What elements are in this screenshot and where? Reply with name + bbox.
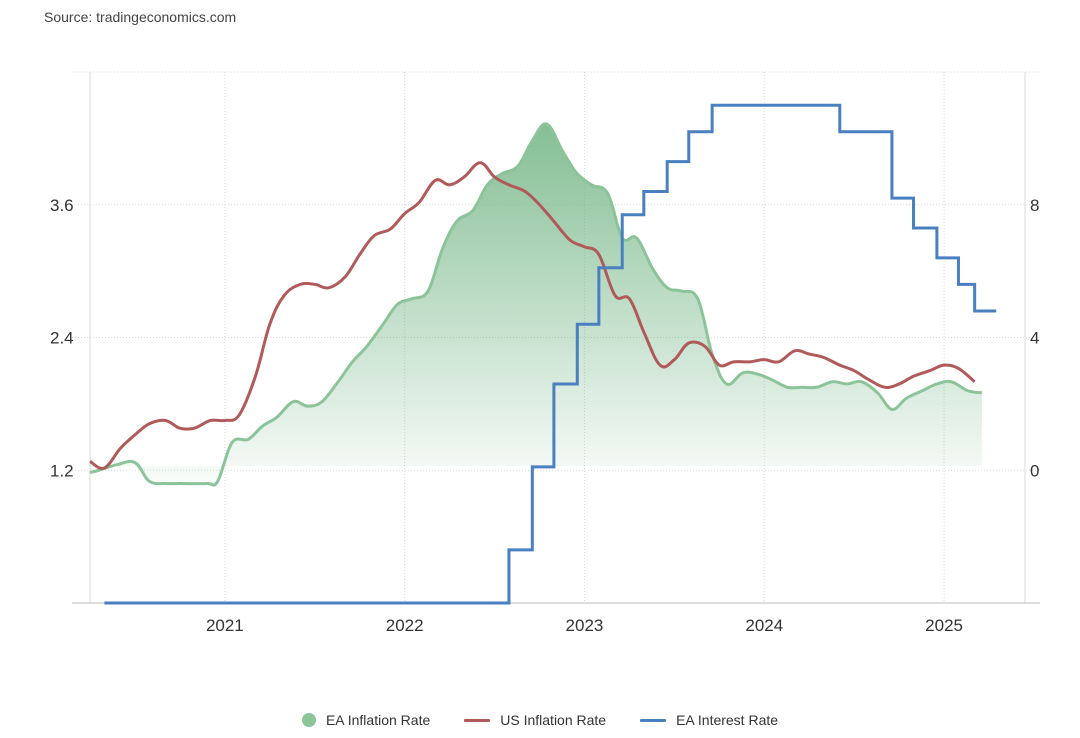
y-left-tick-label: 3.6 (50, 196, 74, 215)
y-left-tick-label: 2.4 (50, 329, 74, 348)
x-tick-label: 2021 (206, 616, 244, 635)
x-tick-label: 2022 (386, 616, 424, 635)
legend-label: US Inflation Rate (500, 712, 607, 728)
y-right-tick-label: 4 (1030, 329, 1039, 348)
y-right-tick-label: 0 (1030, 461, 1039, 480)
series (89, 103, 997, 605)
legend: EA Inflation Rate US Inflation Rate EA I… (0, 712, 1080, 728)
ea-interest-line (104, 103, 997, 605)
x-tick-label: 2025 (925, 616, 963, 635)
source-label: Source: tradingeconomics.com (44, 9, 237, 25)
legend-item-us-inflation[interactable]: US Inflation Rate (464, 712, 606, 728)
y-left-tick-label: 1.2 (50, 461, 74, 480)
chart: 2021 2022 2023 2024 2025 1.2 2.4 3.6 0 4 8 (50, 71, 1040, 635)
legend-line-icon (640, 718, 667, 722)
legend-label: EA Inflation Rate (325, 712, 431, 728)
x-tick-label: 2024 (745, 616, 783, 635)
x-tick-label: 2023 (566, 616, 604, 635)
y-right-tick-label: 8 (1030, 196, 1039, 215)
ea-inflation-line (89, 122, 983, 487)
legend-label: EA Interest Rate (676, 712, 779, 728)
legend-line-icon (464, 718, 491, 722)
legend-dot-icon (301, 713, 316, 727)
ea-inflation-area (90, 123, 982, 486)
legend-item-ea-inflation[interactable]: EA Inflation Rate (301, 712, 431, 728)
legend-item-ea-interest[interactable]: EA Interest Rate (640, 712, 778, 728)
us-inflation-line (89, 161, 976, 470)
axes: 2021 2022 2023 2024 2025 1.2 2.4 3.6 0 4 8 (50, 196, 1039, 635)
